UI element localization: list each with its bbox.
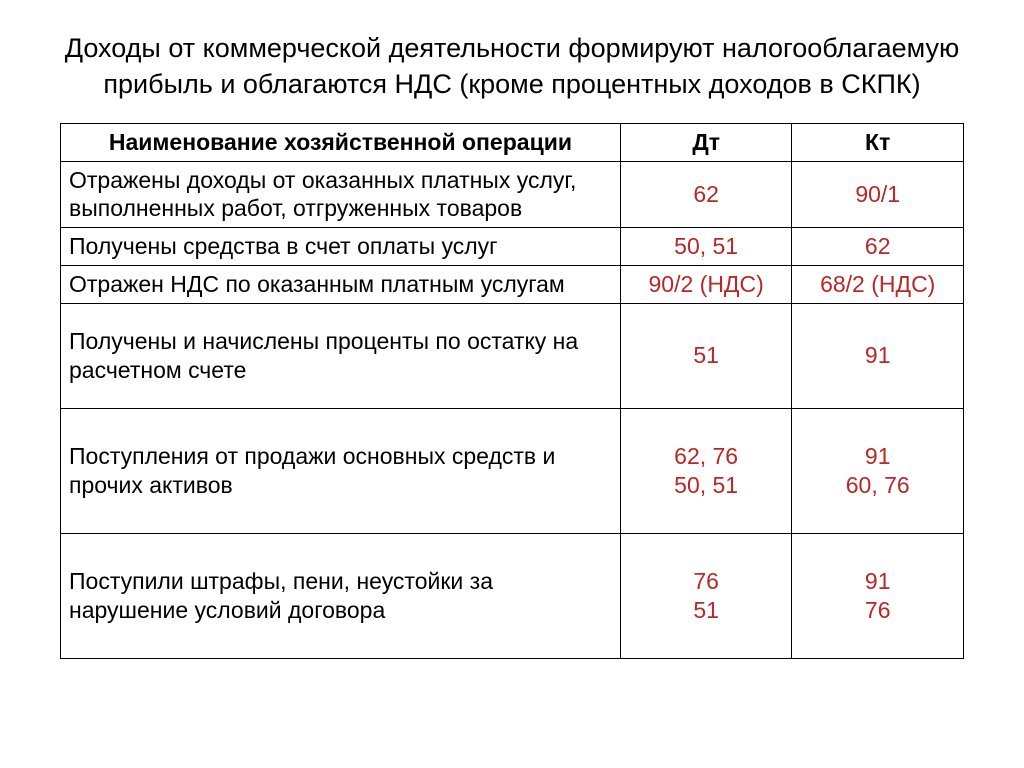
cell-operation: Поступления от продажи основных средств … [61,408,621,533]
cell-kt: 62 [792,228,964,266]
page-title: Доходы от коммерческой деятельности форм… [60,30,964,103]
cell-kt: 90/1 [792,161,964,228]
table-row: Отражены доходы от оказанных платных усл… [61,161,964,228]
cell-kt: 91 76 [792,533,964,658]
col-header-dt: Дт [620,123,792,161]
table-row: Поступили штрафы, пени, неустойки за нар… [61,533,964,658]
table-row: Получены средства в счет оплаты услуг50,… [61,228,964,266]
col-header-operation: Наименование хозяйственной операции [61,123,621,161]
cell-operation: Отражен НДС по оказанным платным услугам [61,265,621,303]
cell-kt: 91 [792,303,964,408]
cell-kt: 68/2 (НДС) [792,265,964,303]
cell-dt: 51 [620,303,792,408]
cell-dt: 90/2 (НДС) [620,265,792,303]
cell-kt: 91 60, 76 [792,408,964,533]
table-row: Отражен НДС по оказанным платным услугам… [61,265,964,303]
cell-operation: Получены и начислены проценты по остатку… [61,303,621,408]
cell-operation: Поступили штрафы, пени, неустойки за нар… [61,533,621,658]
cell-dt: 76 51 [620,533,792,658]
cell-dt: 62 [620,161,792,228]
cell-dt: 62, 76 50, 51 [620,408,792,533]
cell-operation: Получены средства в счет оплаты услуг [61,228,621,266]
cell-dt: 50, 51 [620,228,792,266]
table-header-row: Наименование хозяйственной операции Дт К… [61,123,964,161]
accounting-table: Наименование хозяйственной операции Дт К… [60,123,964,659]
cell-operation: Отражены доходы от оказанных платных усл… [61,161,621,228]
table-row: Получены и начислены проценты по остатку… [61,303,964,408]
col-header-kt: Кт [792,123,964,161]
table-row: Поступления от продажи основных средств … [61,408,964,533]
